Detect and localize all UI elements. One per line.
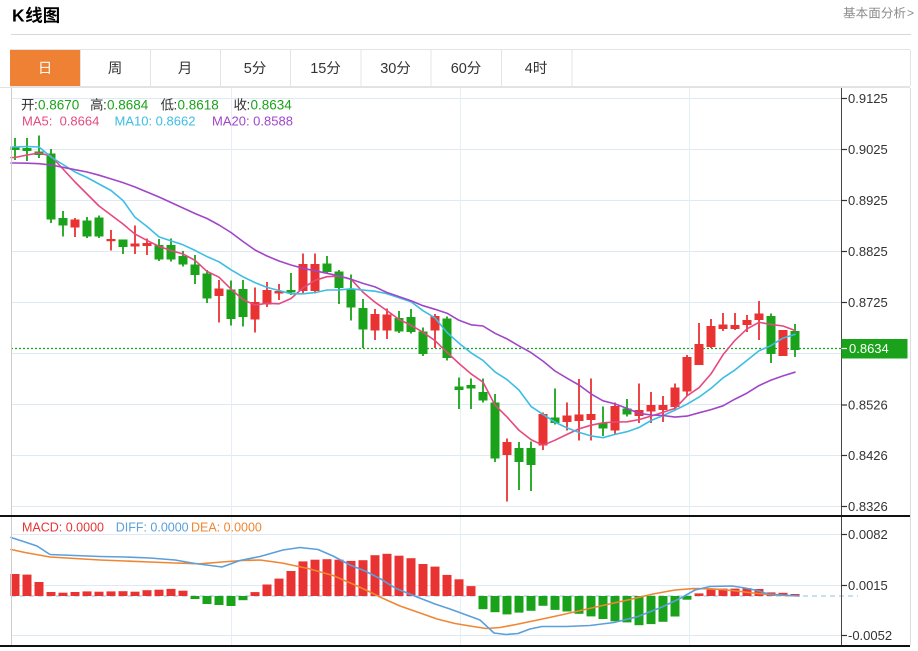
svg-text:0.8618: 0.8618 (178, 98, 219, 113)
svg-text::: : (247, 98, 251, 113)
svg-text:0.8925: 0.8925 (848, 193, 888, 208)
svg-text:60: 60 (451, 61, 467, 77)
svg-text:0.0082: 0.0082 (848, 527, 888, 542)
svg-text:0.0015: 0.0015 (848, 578, 888, 593)
svg-text:0.9025: 0.9025 (848, 142, 888, 157)
svg-text:0.8670: 0.8670 (38, 98, 79, 113)
svg-text:30: 30 (380, 61, 396, 77)
svg-text:5: 5 (244, 61, 252, 77)
svg-text:>: > (907, 6, 914, 20)
svg-text:MACD: 0.0000: MACD: 0.0000 (22, 521, 104, 535)
svg-text::: : (103, 98, 107, 113)
svg-text:MA10: 0.8662: MA10: 0.8662 (115, 114, 196, 129)
svg-text:0.8326: 0.8326 (848, 499, 888, 514)
svg-text:MA20: 0.8588: MA20: 0.8588 (212, 114, 293, 129)
svg-text:DIFF: 0.0000: DIFF: 0.0000 (116, 521, 189, 535)
svg-text::: : (34, 98, 38, 113)
svg-text:DEA: 0.0000: DEA: 0.0000 (191, 521, 262, 535)
svg-text:4: 4 (525, 61, 533, 77)
svg-text:MA5: 0.8664: MA5: 0.8664 (22, 114, 99, 129)
svg-text:0.8526: 0.8526 (848, 398, 888, 413)
svg-text:K: K (12, 6, 25, 26)
svg-text:0.8634: 0.8634 (251, 98, 293, 113)
svg-text:0.9125: 0.9125 (848, 91, 888, 106)
svg-text:0.8825: 0.8825 (848, 244, 888, 259)
svg-text:0.8426: 0.8426 (848, 448, 888, 463)
svg-text::: : (174, 98, 178, 113)
svg-text:0.8725: 0.8725 (848, 295, 888, 310)
svg-text:15: 15 (310, 61, 326, 77)
svg-text:0.8684: 0.8684 (107, 98, 149, 113)
svg-text:0.8634: 0.8634 (849, 341, 889, 356)
svg-text:-0.0052: -0.0052 (848, 628, 892, 643)
